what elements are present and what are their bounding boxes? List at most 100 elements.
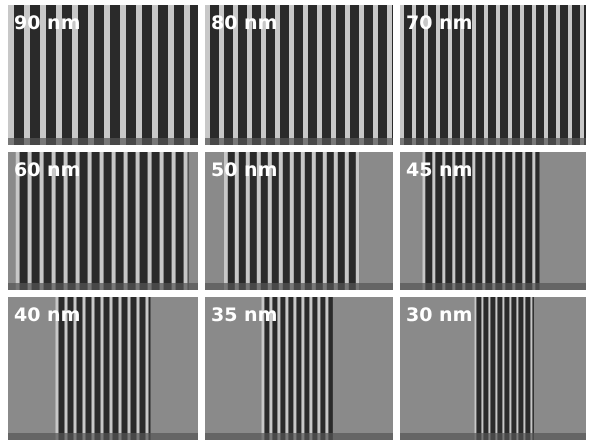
panel-label: 30 nm bbox=[406, 304, 472, 326]
stripe bbox=[184, 152, 188, 290]
stripe bbox=[128, 297, 131, 440]
sem-panel: 60 nm bbox=[8, 152, 198, 290]
stripe bbox=[481, 297, 483, 440]
stripe bbox=[482, 152, 485, 290]
stripe bbox=[309, 297, 312, 440]
stripe bbox=[472, 5, 476, 145]
panel-label: 60 nm bbox=[14, 159, 80, 181]
stripe bbox=[530, 297, 532, 440]
stripe bbox=[279, 152, 283, 290]
info-bar bbox=[8, 283, 198, 290]
stripe bbox=[88, 5, 94, 145]
stripe bbox=[523, 297, 525, 440]
stripe bbox=[184, 5, 190, 145]
stripe bbox=[509, 297, 511, 440]
stripe bbox=[325, 297, 328, 440]
panel-label: 35 nm bbox=[211, 304, 277, 326]
stripe bbox=[112, 152, 116, 290]
sem-panel: 45 nm bbox=[400, 152, 586, 290]
stripe bbox=[120, 5, 126, 145]
panel-label: 45 nm bbox=[406, 159, 472, 181]
stripe bbox=[136, 5, 142, 145]
info-bar bbox=[400, 138, 586, 145]
stripe bbox=[124, 152, 128, 290]
stripe bbox=[492, 152, 495, 290]
stripe bbox=[301, 152, 305, 290]
sem-panel: 40 nm bbox=[8, 297, 198, 440]
stripe bbox=[373, 5, 378, 145]
stripe bbox=[290, 152, 294, 290]
stripe bbox=[303, 5, 308, 145]
stripe bbox=[544, 5, 548, 145]
stripe bbox=[289, 5, 294, 145]
stripe bbox=[146, 297, 149, 440]
info-bar bbox=[205, 138, 393, 145]
stripe bbox=[502, 152, 505, 290]
stripe bbox=[168, 5, 174, 145]
stripe bbox=[359, 5, 364, 145]
sem-panel: 80 nm bbox=[205, 5, 393, 145]
stripe bbox=[556, 5, 560, 145]
panel-label: 50 nm bbox=[211, 159, 277, 181]
stripe bbox=[160, 152, 164, 290]
stripe bbox=[83, 297, 86, 440]
stripe bbox=[317, 5, 322, 145]
stripe bbox=[532, 5, 536, 145]
stripe bbox=[293, 297, 296, 440]
info-bar bbox=[400, 433, 586, 440]
stripe bbox=[508, 5, 512, 145]
stripe bbox=[110, 297, 113, 440]
stripe bbox=[484, 5, 488, 145]
info-bar bbox=[205, 433, 393, 440]
panel-label: 70 nm bbox=[406, 12, 472, 34]
stripe bbox=[205, 5, 210, 145]
stripe bbox=[522, 152, 525, 290]
stripe bbox=[488, 297, 490, 440]
stripe bbox=[148, 152, 152, 290]
stripe bbox=[323, 152, 327, 290]
sem-panel: 30 nm bbox=[400, 297, 586, 440]
stripe bbox=[119, 297, 122, 440]
info-bar bbox=[8, 433, 198, 440]
stripe bbox=[474, 297, 476, 440]
stripe bbox=[312, 152, 316, 290]
info-bar bbox=[8, 138, 198, 145]
sem-grid: 90 nm 80 nm 70 nm 60 nm 50 nm 45 nm 40 nm 35 nm… bbox=[0, 0, 591, 445]
stripe bbox=[317, 297, 320, 440]
stripe bbox=[172, 152, 176, 290]
sem-panel: 35 nm bbox=[205, 297, 393, 440]
stripe bbox=[334, 152, 338, 290]
sem-panel: 70 nm bbox=[400, 5, 586, 145]
stripe bbox=[152, 5, 158, 145]
stripe bbox=[520, 5, 524, 145]
stripe bbox=[568, 5, 572, 145]
stripe bbox=[580, 5, 584, 145]
panel-label: 40 nm bbox=[14, 304, 80, 326]
stripe bbox=[387, 5, 392, 145]
stripe bbox=[400, 5, 404, 145]
stripe bbox=[345, 152, 349, 290]
stripe bbox=[101, 297, 104, 440]
stripe bbox=[100, 152, 104, 290]
stripe bbox=[136, 152, 140, 290]
stripe bbox=[495, 297, 497, 440]
stripe bbox=[301, 297, 304, 440]
panel-label: 90 nm bbox=[14, 12, 80, 34]
panel-label: 80 nm bbox=[211, 12, 277, 34]
stripe bbox=[137, 297, 140, 440]
sem-panel: 90 nm bbox=[8, 5, 198, 145]
stripe bbox=[277, 297, 280, 440]
stripe bbox=[88, 152, 92, 290]
stripe bbox=[516, 297, 518, 440]
info-bar bbox=[205, 283, 393, 290]
stripe bbox=[104, 5, 110, 145]
stripe bbox=[532, 152, 535, 290]
stripe bbox=[502, 297, 504, 440]
stripe bbox=[331, 5, 336, 145]
stripe bbox=[285, 297, 288, 440]
stripe bbox=[92, 297, 95, 440]
stripe bbox=[345, 5, 350, 145]
stripe bbox=[496, 5, 500, 145]
stripe bbox=[356, 152, 359, 290]
sem-panel: 50 nm bbox=[205, 152, 393, 290]
